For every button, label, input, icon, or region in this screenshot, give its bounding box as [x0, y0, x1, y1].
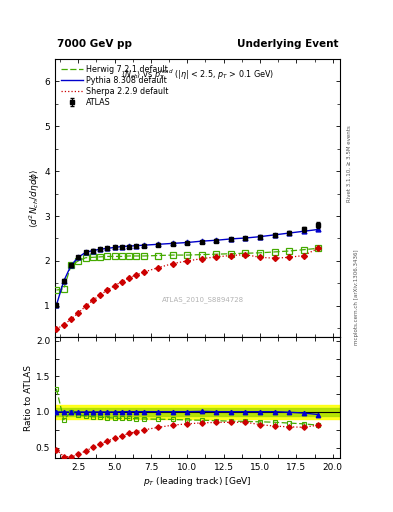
Herwig 7.2.1 default [119, 253, 124, 260]
Herwig 7.2.1 default [301, 247, 306, 253]
Pythia 8.308 default [171, 240, 175, 246]
Pythia 8.308 default [112, 244, 117, 250]
Herwig 7.2.1 default [98, 254, 103, 260]
Sherpa 2.2.9 default [90, 297, 95, 304]
Herwig 7.2.1 default [105, 253, 110, 260]
Herwig 7.2.1 default [272, 249, 277, 255]
Herwig 7.2.1 default [127, 253, 132, 259]
Pythia 8.308 default [272, 232, 277, 238]
Pythia 8.308 default [141, 242, 146, 248]
Pythia 8.308 default [61, 278, 66, 284]
Sherpa 2.2.9 default [316, 245, 321, 251]
Herwig 7.2.1 default [112, 253, 117, 260]
Herwig 7.2.1 default [54, 287, 59, 293]
Pythia 8.308 default [98, 246, 103, 252]
Sherpa 2.2.9 default [76, 310, 81, 316]
Line: Pythia 8.308 default: Pythia 8.308 default [57, 229, 318, 305]
Herwig 7.2.1 default [69, 262, 73, 268]
Sherpa 2.2.9 default [243, 251, 248, 258]
Text: mcplots.cern.ch [arXiv:1306.3436]: mcplots.cern.ch [arXiv:1306.3436] [354, 249, 359, 345]
Y-axis label: Ratio to ATLAS: Ratio to ATLAS [24, 365, 33, 431]
Sherpa 2.2.9 default [119, 279, 124, 285]
X-axis label: $p_T$ (leading track) [GeV]: $p_T$ (leading track) [GeV] [143, 475, 252, 488]
Pythia 8.308 default [76, 254, 81, 261]
Herwig 7.2.1 default [185, 252, 190, 258]
Herwig 7.2.1 default [287, 248, 292, 254]
Sherpa 2.2.9 default [141, 269, 146, 275]
Sherpa 2.2.9 default [185, 258, 190, 264]
Pythia 8.308 default [134, 243, 139, 249]
Herwig 7.2.1 default [229, 251, 233, 257]
Sherpa 2.2.9 default [98, 292, 103, 298]
Legend: Herwig 7.2.1 default, Pythia 8.308 default, Sherpa 2.2.9 default, ATLAS: Herwig 7.2.1 default, Pythia 8.308 defau… [59, 63, 171, 108]
Pythia 8.308 default [127, 243, 132, 249]
Pythia 8.308 default [105, 245, 110, 251]
Pythia 8.308 default [200, 238, 204, 244]
Sherpa 2.2.9 default [272, 255, 277, 261]
Line: Herwig 7.2.1 default: Herwig 7.2.1 default [57, 248, 318, 290]
Sherpa 2.2.9 default [83, 303, 88, 309]
Text: ATLAS_2010_S8894728: ATLAS_2010_S8894728 [162, 296, 244, 303]
Pythia 8.308 default [69, 262, 73, 268]
Pythia 8.308 default [301, 228, 306, 234]
Pythia 8.308 default [185, 240, 190, 246]
Text: Rivet 3.1.10, ≥ 3.5M events: Rivet 3.1.10, ≥ 3.5M events [347, 125, 352, 202]
Sherpa 2.2.9 default [69, 316, 73, 323]
Sherpa 2.2.9 default [258, 254, 263, 261]
Pythia 8.308 default [156, 241, 161, 247]
Herwig 7.2.1 default [258, 250, 263, 256]
Herwig 7.2.1 default [214, 251, 219, 257]
Sherpa 2.2.9 default [54, 326, 59, 332]
Line: Sherpa 2.2.9 default: Sherpa 2.2.9 default [57, 248, 318, 329]
Sherpa 2.2.9 default [229, 252, 233, 259]
Sherpa 2.2.9 default [200, 255, 204, 262]
Herwig 7.2.1 default [141, 253, 146, 259]
Pythia 8.308 default [229, 236, 233, 242]
Sherpa 2.2.9 default [214, 254, 219, 260]
Herwig 7.2.1 default [171, 252, 175, 258]
Herwig 7.2.1 default [316, 245, 321, 251]
Herwig 7.2.1 default [243, 250, 248, 257]
Pythia 8.308 default [83, 249, 88, 255]
Herwig 7.2.1 default [83, 254, 88, 261]
Herwig 7.2.1 default [156, 252, 161, 259]
Sherpa 2.2.9 default [301, 252, 306, 259]
Text: Underlying Event: Underlying Event [237, 38, 339, 49]
Herwig 7.2.1 default [90, 254, 95, 261]
Pythia 8.308 default [243, 235, 248, 241]
Y-axis label: $\langle d^2 N_{ch}/d\eta d\phi \rangle$: $\langle d^2 N_{ch}/d\eta d\phi \rangle$ [27, 168, 42, 228]
Herwig 7.2.1 default [76, 258, 81, 264]
Herwig 7.2.1 default [61, 286, 66, 292]
Pythia 8.308 default [90, 247, 95, 253]
Sherpa 2.2.9 default [134, 272, 139, 278]
Pythia 8.308 default [214, 237, 219, 243]
Sherpa 2.2.9 default [171, 261, 175, 267]
Sherpa 2.2.9 default [287, 254, 292, 261]
Pythia 8.308 default [119, 244, 124, 250]
Herwig 7.2.1 default [134, 253, 139, 259]
Pythia 8.308 default [316, 226, 321, 232]
Bar [55, 409, 340, 416]
Bar [55, 405, 340, 419]
Sherpa 2.2.9 default [127, 275, 132, 281]
Pythia 8.308 default [258, 233, 263, 240]
Pythia 8.308 default [287, 230, 292, 236]
Sherpa 2.2.9 default [112, 283, 117, 289]
Sherpa 2.2.9 default [61, 322, 66, 328]
Sherpa 2.2.9 default [156, 265, 161, 271]
Text: 7000 GeV pp: 7000 GeV pp [57, 38, 132, 49]
Sherpa 2.2.9 default [105, 287, 110, 293]
Text: $\langle N_{ch}\rangle$ vs $p_T^{lead}$ ($|\eta|$ < 2.5, $p_T$ > 0.1 GeV): $\langle N_{ch}\rangle$ vs $p_T^{lead}$ … [121, 67, 274, 82]
Pythia 8.308 default [54, 302, 59, 308]
Herwig 7.2.1 default [200, 251, 204, 258]
